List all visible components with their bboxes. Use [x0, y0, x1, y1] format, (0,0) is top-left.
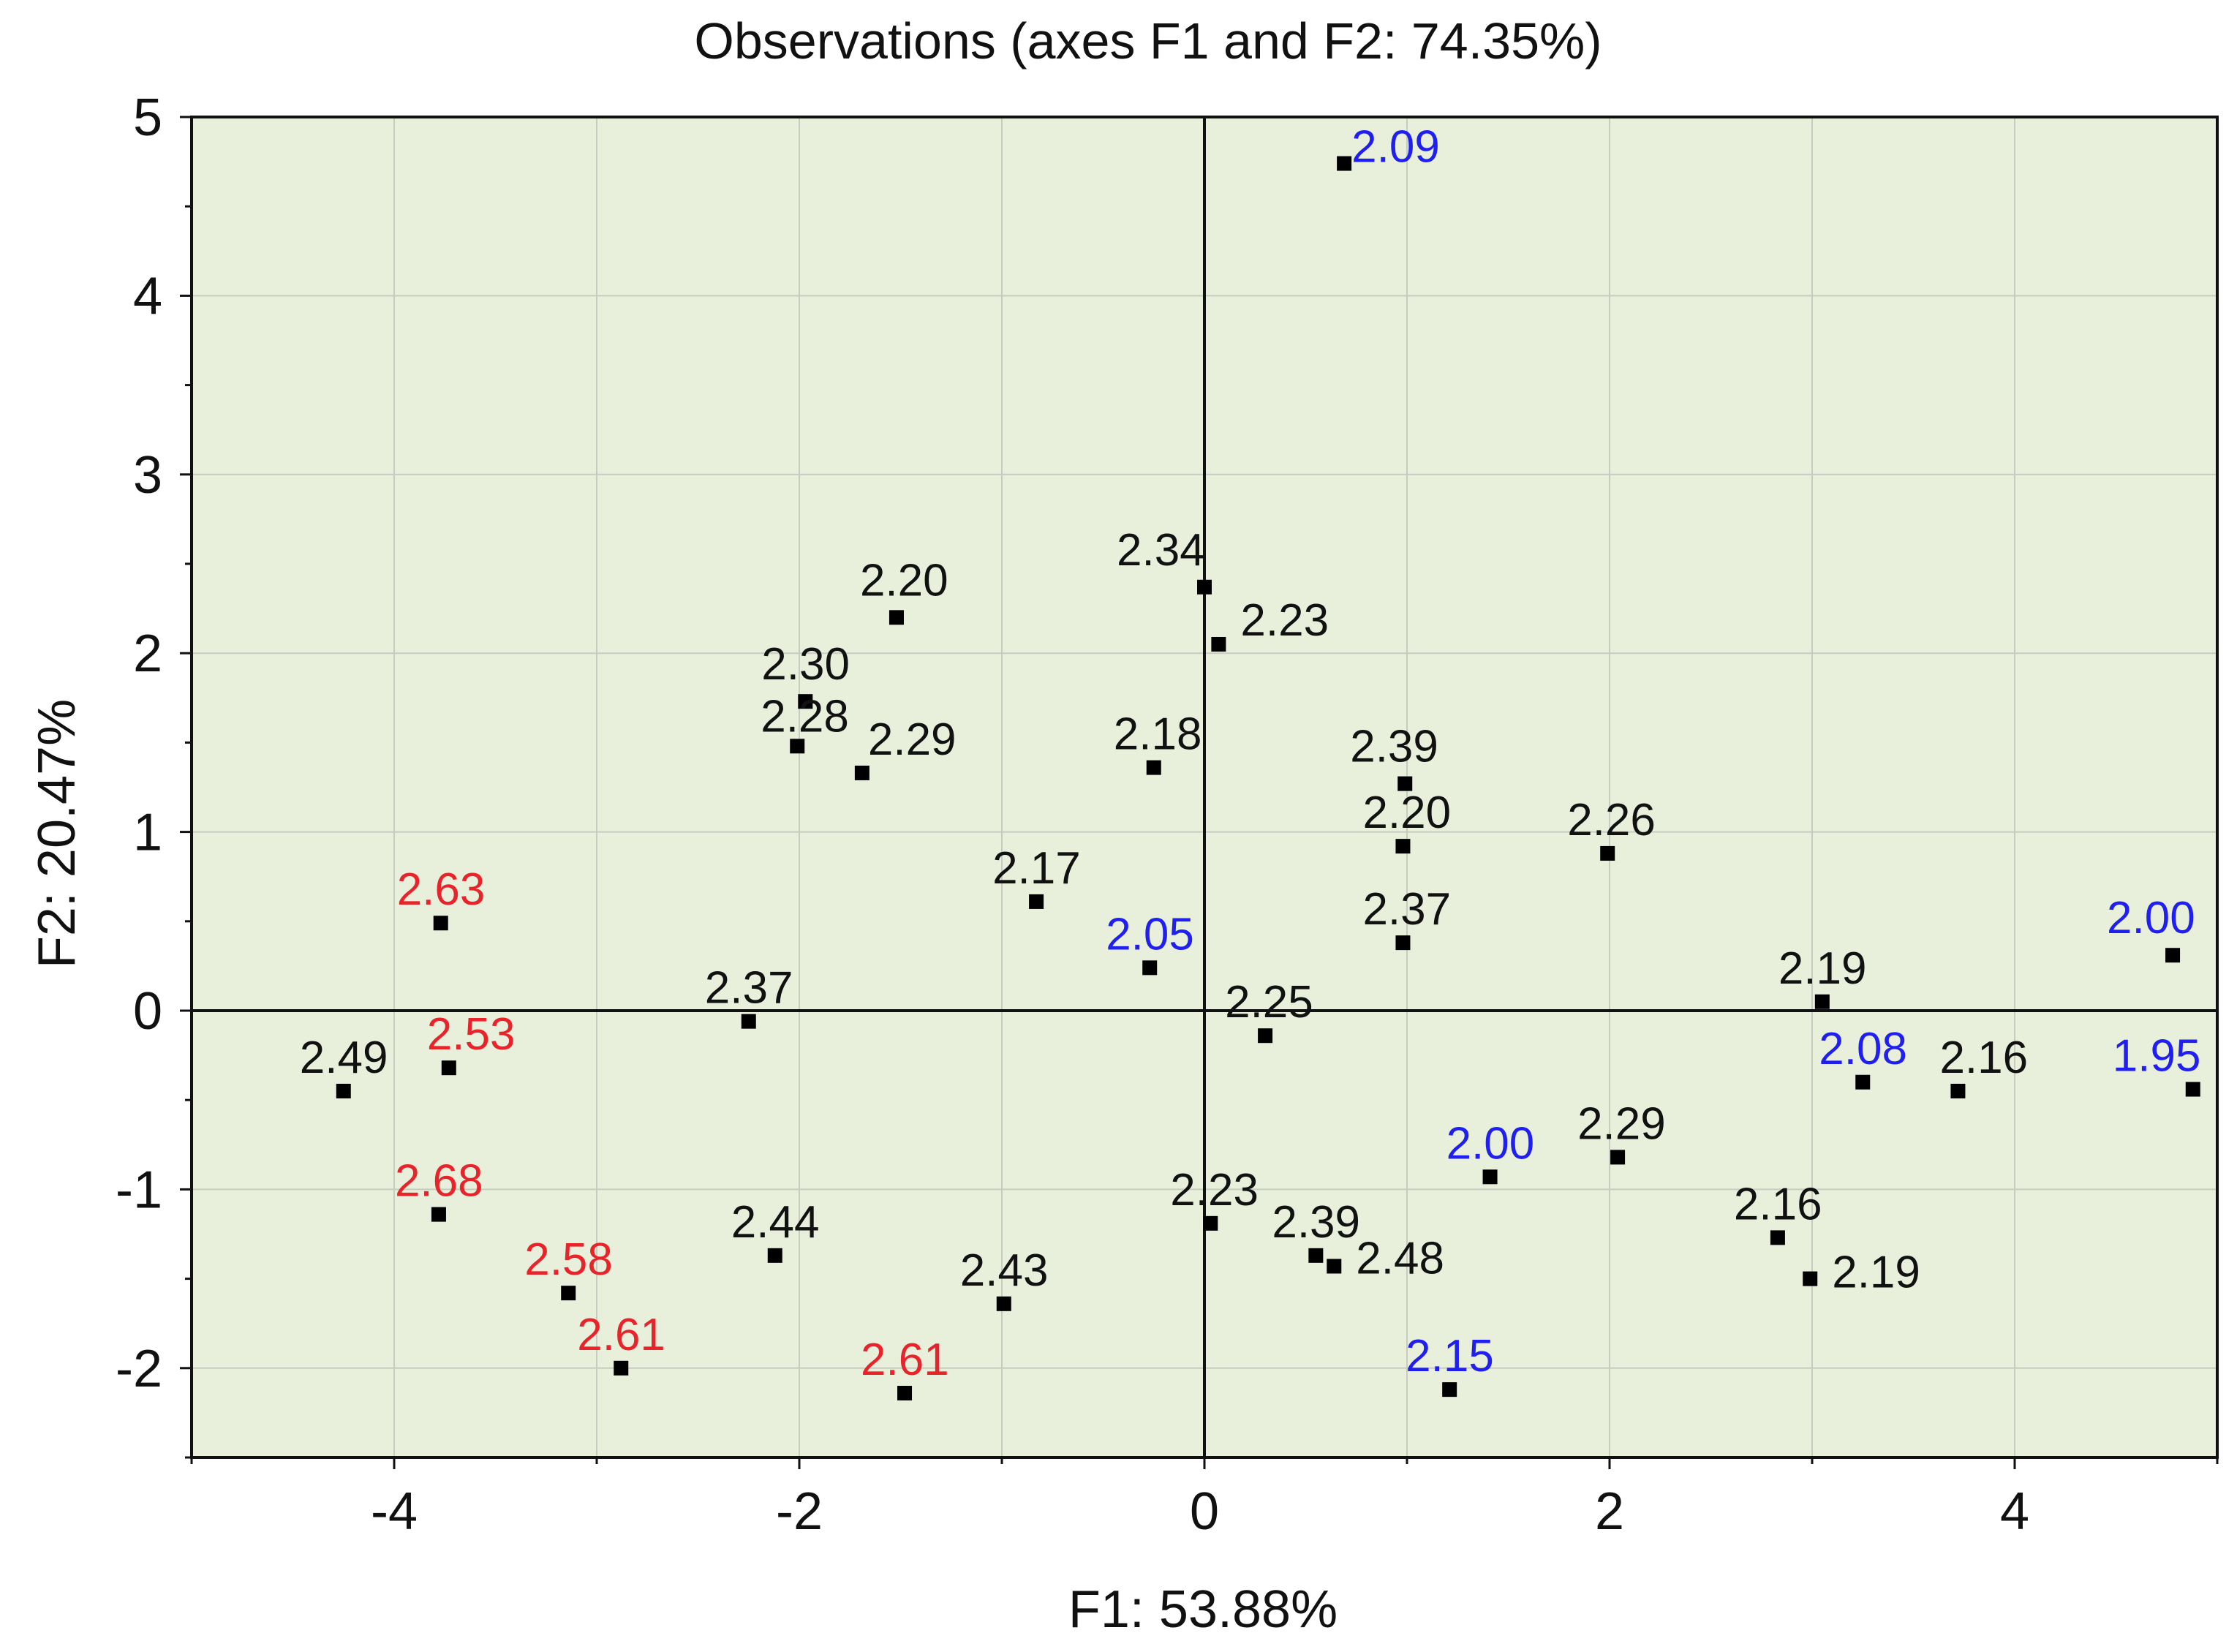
- data-point: [798, 694, 813, 709]
- data-point: [1327, 1259, 1342, 1274]
- data-label: 2.37: [1362, 884, 1451, 935]
- data-point: [1258, 1028, 1273, 1044]
- data-label: 2.16: [1939, 1033, 2028, 1083]
- data-label: 2.20: [1362, 788, 1451, 838]
- data-point: [1395, 839, 1411, 854]
- chart-title: Observations (axes F1 and F2: 74.35%): [694, 12, 1602, 69]
- data-point: [1950, 1083, 1966, 1098]
- data-label: 2.17: [992, 843, 1081, 894]
- data-label: 2.08: [1819, 1024, 1907, 1074]
- data-point: [889, 610, 904, 625]
- data-label: 2.25: [1225, 977, 1313, 1027]
- data-label: 2.00: [2107, 893, 2195, 943]
- data-label: 2.19: [1778, 943, 1867, 994]
- data-point: [441, 1060, 456, 1076]
- data-label: 2.53: [427, 1009, 516, 1060]
- data-point: [1395, 935, 1411, 951]
- data-label: 2.68: [395, 1156, 483, 1207]
- data-label: 2.39: [1272, 1197, 1360, 1248]
- y-tick-label: 4: [133, 267, 162, 325]
- x-axis-label: F1: 53.88%: [1068, 1580, 1338, 1639]
- data-point: [1029, 894, 1044, 909]
- data-point: [1337, 156, 1352, 171]
- data-point: [1814, 994, 1830, 1009]
- data-label: 2.29: [1577, 1098, 1666, 1149]
- data-label: 2.34: [1117, 525, 1205, 576]
- data-point: [1308, 1248, 1324, 1263]
- data-point: [1482, 1169, 1498, 1185]
- x-tick-label: 4: [2000, 1482, 2029, 1541]
- y-tick-label: 5: [133, 88, 162, 147]
- data-label: 2.28: [761, 691, 849, 742]
- x-tick-label: -2: [776, 1482, 823, 1541]
- data-point: [1610, 1150, 1626, 1165]
- data-point: [854, 765, 869, 780]
- data-point: [1203, 1215, 1218, 1231]
- data-label: 2.30: [761, 639, 850, 690]
- data-point: [336, 1083, 351, 1098]
- data-label: 2.20: [860, 555, 948, 606]
- data-point: [1600, 845, 1615, 861]
- data-label: 2.29: [868, 714, 957, 765]
- y-tick-label: 3: [133, 446, 162, 505]
- data-point: [1442, 1382, 1457, 1398]
- data-point: [1803, 1271, 1818, 1286]
- y-tick-label: 1: [133, 804, 162, 862]
- data-point: [614, 1360, 629, 1376]
- data-point: [431, 1207, 446, 1222]
- data-point: [2185, 1082, 2200, 1097]
- data-point: [1397, 776, 1413, 791]
- x-tick-label: 2: [1595, 1482, 1624, 1541]
- y-axis-label: F2: 20.47%: [28, 699, 86, 968]
- data-point: [897, 1386, 913, 1401]
- data-label: 2.16: [1734, 1179, 1822, 1229]
- data-label: 2.58: [524, 1234, 613, 1285]
- data-label: 2.48: [1356, 1233, 1444, 1283]
- data-point: [996, 1296, 1011, 1311]
- y-tick-label: 0: [133, 982, 162, 1041]
- data-point: [790, 739, 805, 754]
- data-label: 2.61: [861, 1335, 949, 1385]
- data-label: 2.26: [1567, 795, 1656, 845]
- y-tick-label: 2: [133, 625, 162, 683]
- data-label: 2.00: [1446, 1118, 1535, 1169]
- data-label: 2.15: [1406, 1331, 1494, 1381]
- data-point: [767, 1248, 782, 1263]
- x-tick-label: -4: [371, 1482, 418, 1541]
- data-label: 2.18: [1114, 709, 1202, 760]
- data-label: 2.49: [300, 1033, 388, 1083]
- data-point: [741, 1014, 756, 1029]
- data-point: [433, 916, 448, 931]
- data-point: [1770, 1230, 1785, 1245]
- data-label: 2.23: [1240, 595, 1329, 646]
- plot-area: -4 -2 0 2 4-2-10123452.092.342.202.232.302.2…: [116, 88, 2219, 1541]
- data-label: 2.44: [731, 1197, 820, 1248]
- y-tick-label: -1: [116, 1161, 162, 1219]
- data-label: 2.05: [1106, 909, 1194, 959]
- x-tick-label: 0: [1190, 1482, 1219, 1541]
- data-label: 2.19: [1832, 1248, 1920, 1298]
- data-point: [1142, 960, 1158, 976]
- data-point: [1211, 636, 1226, 652]
- data-label: 2.61: [577, 1310, 665, 1360]
- data-label: 2.09: [1351, 122, 1440, 173]
- data-label: 2.37: [705, 963, 793, 1014]
- data-point: [1197, 579, 1212, 595]
- data-label: 1.95: [2113, 1031, 2201, 1082]
- data-point: [1146, 760, 1161, 775]
- data-label: 2.23: [1170, 1165, 1259, 1215]
- data-point: [561, 1286, 576, 1301]
- y-tick-label: -2: [116, 1340, 162, 1398]
- data-label: 2.39: [1350, 722, 1438, 772]
- data-point: [1855, 1074, 1871, 1090]
- data-label: 2.43: [960, 1245, 1049, 1296]
- data-point: [2165, 948, 2181, 963]
- data-label: 2.63: [397, 864, 486, 915]
